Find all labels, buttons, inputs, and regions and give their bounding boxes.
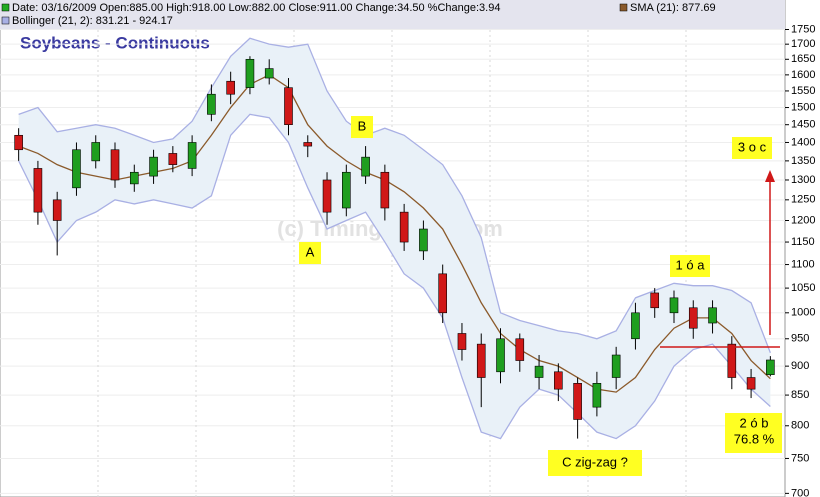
y-tick-label: 1250 [791,194,815,206]
y-tick-label: 1750 [791,23,815,35]
candle-body [33,168,43,213]
header-price: Date: 03/16/2009 Open:885.00 High:918.00… [12,2,500,14]
annotation-box [725,413,782,453]
candle-body [110,149,120,181]
annotation: A [306,244,315,259]
lower-band [18,113,771,440]
annotations: A B C zig-zag ? 1 ó a 2 ó b76.8 % 3 o c [299,116,782,476]
y-tick-label: 1550 [791,85,815,97]
annotation: 1 ó a [676,257,706,272]
candle-body [534,365,544,378]
candle-body [149,156,158,177]
legend-swatch [1,3,10,12]
header-bar [0,0,785,30]
upper-band [18,37,771,354]
candles [14,56,775,439]
candle-body [746,377,756,390]
sma-line [18,74,771,393]
candle-body [264,68,274,79]
annotation-box [670,255,710,277]
candle-body [688,307,698,329]
candle-body [419,228,428,252]
grid: 700 750 800 850 900 950 1000 1050 1100 1150 1200 12… [0,23,815,497]
y-tick-label: 750 [791,452,809,464]
candle-body [226,80,235,95]
candle-body [496,338,505,373]
y-tick-label: 950 [791,333,809,345]
y-tick-label: 1150 [791,236,815,248]
candle-body [52,199,62,221]
arrow-head [765,170,775,182]
legend-swatch [619,3,628,12]
y-tick-label: 1450 [791,119,815,131]
candle-body [361,156,370,177]
candle-body [284,87,293,126]
y-tick-label: 850 [791,389,809,401]
candle-body [14,134,23,151]
candle-body [554,371,563,390]
annotation-box [299,242,321,264]
y-tick-label: 1650 [791,53,815,65]
candle-body [457,333,467,350]
candle-body [650,292,660,309]
candle-body [611,354,621,378]
candle-body [766,359,775,375]
candle-body [631,312,640,340]
header-bollinger: Bollinger (21, 2): 831.21 - 924.17 [12,15,173,27]
candle-body [303,142,313,147]
candle-body [708,307,717,324]
candle-body [669,297,679,314]
y-tick-label: 1050 [791,282,815,294]
candle-body [592,383,602,408]
y-tick-label: 1200 [791,214,815,226]
candle-body [207,93,216,115]
y-tick-label: 1600 [791,69,815,81]
candle-body [399,211,409,243]
candle-body [322,179,332,213]
y-tick-label: 1100 [791,258,815,270]
candle-body [342,171,351,209]
candle-body [72,149,81,189]
y-tick-label: 700 [791,487,809,497]
y-tick-label: 1400 [791,136,815,148]
annotation-box [732,137,772,159]
candle-body [91,142,101,162]
y-tick-label: 900 [791,360,809,372]
candle-body [573,383,582,420]
legend-swatch [1,16,10,25]
annotation: 3 o c [738,139,767,154]
y-tick-label: 1000 [791,307,815,319]
y-tick-label: 1500 [791,101,815,113]
y-tick-label: 1700 [791,38,815,50]
bands [18,37,771,440]
candle-body [168,153,178,165]
candle-body [438,273,447,314]
band-fill [18,38,771,439]
candle-body [187,142,197,169]
candle-body [476,343,486,378]
candle-body [129,171,139,185]
annotation: B [358,118,367,133]
annotation-box [351,116,373,138]
candle-body [245,58,255,88]
candle-body [727,343,737,378]
chart-title: Soybeans - Continuous [20,33,210,52]
y-tick-label: 800 [791,420,809,432]
y-tick-label: 1300 [791,174,815,186]
annotation-box [548,450,642,476]
candle-body [515,338,525,361]
candle-body [380,171,390,209]
annotation: C zig-zag ? [562,454,628,469]
header-sma: SMA (21): 877.69 [630,2,716,14]
annotation: 76.8 % [734,431,775,446]
y-tick-label: 1350 [791,155,815,167]
annotation: 2 ó b [740,415,769,430]
